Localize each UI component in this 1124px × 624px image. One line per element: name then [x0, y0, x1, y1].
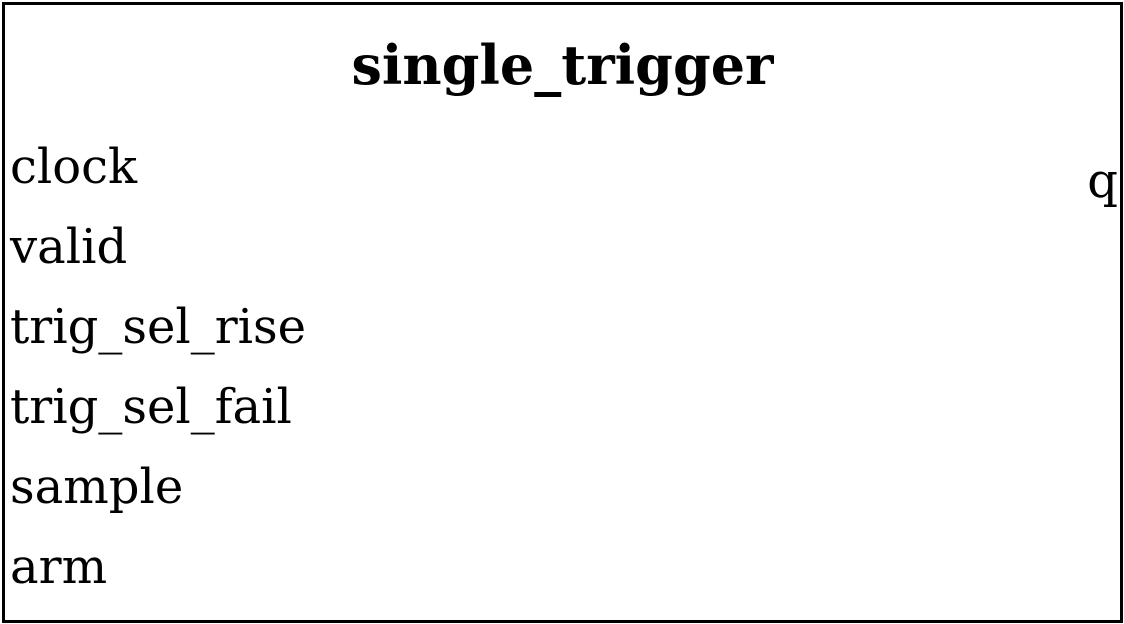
- input-port-arm: arm: [10, 539, 108, 595]
- input-port-valid: valid: [10, 219, 128, 275]
- input-port-trig-sel-rise: trig_sel_rise: [10, 299, 307, 355]
- output-port-q: q: [1087, 153, 1118, 209]
- input-port-sample: sample: [10, 459, 184, 515]
- input-port-clock: clock: [10, 139, 138, 195]
- module-title: single_trigger: [351, 33, 774, 97]
- input-port-trig-sel-fail: trig_sel_fail: [10, 379, 292, 435]
